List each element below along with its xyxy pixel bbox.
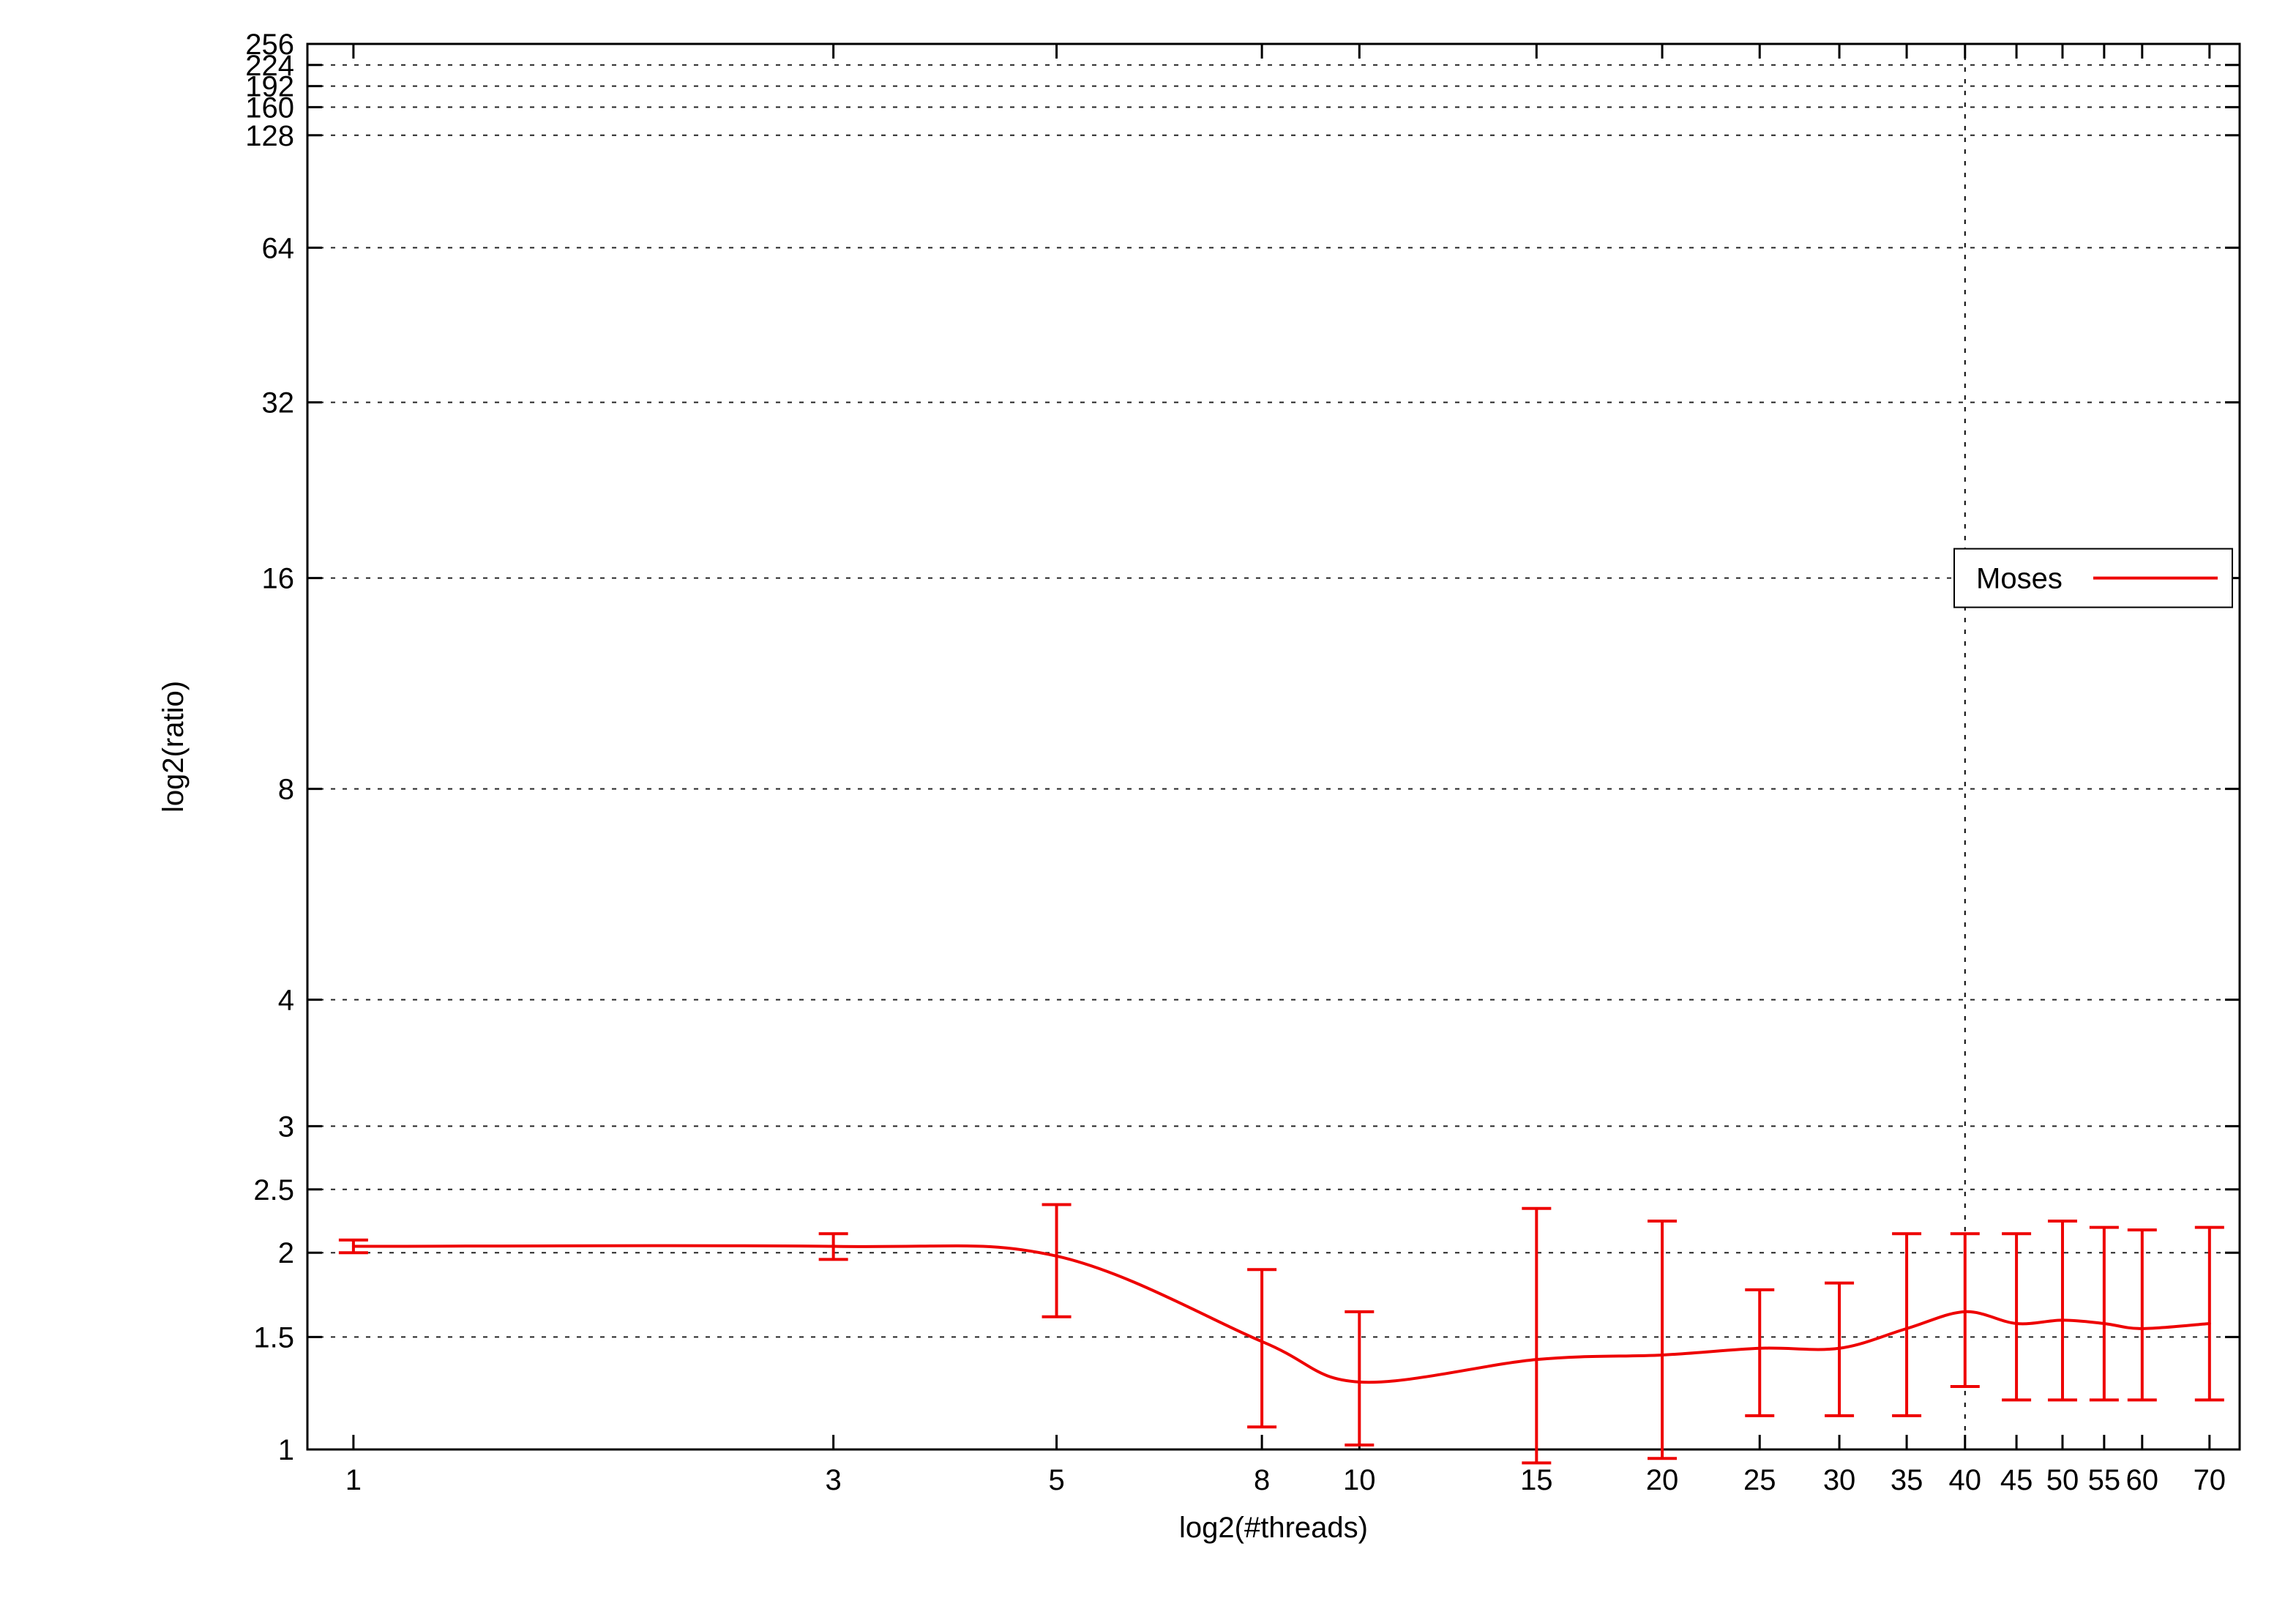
chart-svg: 1358101520253035404550556070log2(#thread… <box>0 0 2296 1601</box>
y-tick-label: 4 <box>278 985 294 1017</box>
x-tick-label: 25 <box>1743 1464 1776 1496</box>
y-tick-label: 8 <box>278 774 294 806</box>
chart-container: 1358101520253035404550556070log2(#thread… <box>0 0 2296 1601</box>
x-tick-label: 40 <box>1949 1464 1982 1496</box>
y-tick-label: 256 <box>245 29 294 61</box>
x-tick-label: 8 <box>1254 1464 1270 1496</box>
x-tick-label: 45 <box>2000 1464 2033 1496</box>
y-axis-label: log2(ratio) <box>157 681 190 813</box>
y-tick-label: 1.5 <box>253 1321 294 1354</box>
x-tick-label: 20 <box>1646 1464 1679 1496</box>
x-tick-label: 55 <box>2088 1464 2121 1496</box>
x-tick-label: 30 <box>1823 1464 1856 1496</box>
x-tick-label: 10 <box>1343 1464 1376 1496</box>
y-tick-label: 16 <box>262 563 295 595</box>
y-tick-label: 64 <box>262 232 295 264</box>
x-tick-label: 60 <box>2126 1464 2159 1496</box>
y-tick-label: 128 <box>245 120 294 152</box>
y-tick-label: 3 <box>278 1111 294 1143</box>
y-tick-label: 32 <box>262 387 295 419</box>
x-tick-label: 70 <box>2194 1464 2226 1496</box>
legend: Moses <box>1954 549 2232 608</box>
x-axis-label: log2(#threads) <box>1179 1512 1368 1544</box>
x-tick-label: 1 <box>345 1464 362 1496</box>
x-tick-label: 50 <box>2046 1464 2079 1496</box>
x-tick-label: 5 <box>1048 1464 1064 1496</box>
y-tick-label: 2 <box>278 1237 294 1269</box>
x-tick-label: 35 <box>1891 1464 1923 1496</box>
y-tick-label: 2.5 <box>253 1174 294 1206</box>
x-tick-label: 15 <box>1520 1464 1553 1496</box>
legend-label: Moses <box>1976 563 2063 595</box>
y-tick-label: 1 <box>278 1434 294 1466</box>
x-tick-label: 3 <box>826 1464 842 1496</box>
